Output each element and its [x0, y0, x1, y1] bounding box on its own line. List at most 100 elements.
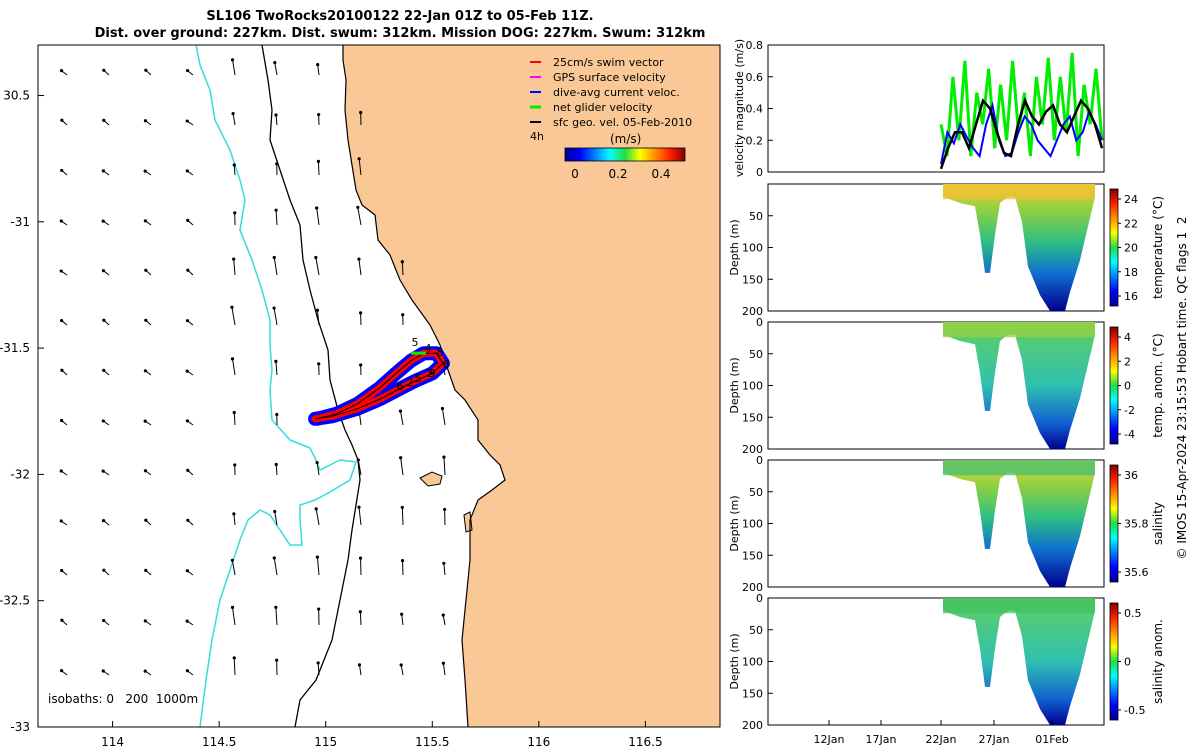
velocity-arrow	[316, 310, 320, 326]
velocity-arrow	[443, 563, 446, 576]
velocity-arrow-head	[143, 119, 148, 123]
isobaths-label: isobaths: 0 200 1000m	[48, 692, 198, 706]
velocity-arrow	[273, 257, 278, 276]
velocity-arrow	[442, 615, 446, 626]
velocity-arrow-head	[102, 318, 106, 322]
velocity-y-tick-label: 0.2	[746, 134, 764, 147]
velocity-arrow-head	[185, 68, 190, 73]
velocity-arrow-head	[144, 268, 148, 272]
velocity-arrow	[231, 560, 236, 576]
velocity-arrow	[357, 459, 362, 476]
velocity-arrow-head	[359, 110, 363, 115]
legend-gps-velocity: GPS surface velocity	[553, 71, 666, 84]
velocity-arrow-head	[274, 462, 278, 467]
section-colorbar	[1109, 326, 1119, 445]
velocity-arrow-head	[316, 62, 320, 67]
velocity-arrow-head	[357, 663, 362, 667]
map-x-tick-label: 114	[101, 735, 124, 749]
velocity-arrow-head	[357, 257, 361, 261]
map-y-axis: 30.5 -31 -31.5 -32 -32.5 -33	[0, 89, 44, 734]
velocity-arrow-head	[273, 509, 277, 514]
map-x-tick-label: 115	[314, 735, 337, 749]
depth-axis-label: Depth (m)	[728, 495, 741, 551]
velocity-arrow-head	[144, 568, 148, 572]
colorbar-tick-label: 36	[1124, 469, 1138, 482]
velocity-y-tick-label: 0.6	[746, 71, 764, 84]
velocity-arrow-head	[185, 669, 190, 673]
velocity-arrow	[275, 210, 278, 226]
velocity-arrow-head	[232, 257, 236, 261]
velocity-arrow-head	[230, 605, 235, 610]
velocity-arrow-head	[230, 305, 234, 309]
velocity-arrow-head	[102, 368, 106, 372]
colorbar-tick-label: 24	[1124, 193, 1138, 206]
depth-tick-label: 100	[742, 242, 763, 255]
velocity-arrow	[359, 611, 362, 626]
velocity-arrow	[401, 614, 404, 626]
isobath-1000m	[195, 45, 358, 727]
depth-axis-label: Depth (m)	[728, 357, 741, 413]
section-data-region	[943, 598, 1095, 725]
velocity-arrow-head	[440, 406, 445, 411]
velocity-arrow-head	[186, 218, 190, 222]
velocity-arrow-head	[143, 369, 147, 373]
velocity-arrow-head	[317, 607, 321, 611]
velocity-arrow-head	[59, 219, 63, 223]
colorbar-tick-label: 16	[1124, 290, 1138, 303]
section-surface-layer	[943, 322, 1095, 338]
velocity-arrow-head	[185, 569, 190, 573]
colorbar-tick-label: -2	[1124, 404, 1135, 417]
velocity-arrow	[274, 62, 278, 76]
velocity-arrow	[273, 557, 278, 576]
map-x-tick-label: 116.5	[628, 735, 662, 749]
velocity-arrow-head	[186, 268, 190, 272]
map-y-tick-label: -32.5	[0, 594, 30, 608]
velocity-arrow-head	[101, 169, 105, 173]
velocity-arrow-head	[317, 362, 321, 366]
track-time-label: 8	[437, 346, 444, 359]
velocity-arrow-head	[60, 618, 64, 622]
velocity-arrow-head	[359, 363, 363, 367]
colorbar-tick-label: 2	[1124, 355, 1131, 368]
colorbar-tick-label: 0.5	[1124, 607, 1142, 620]
track-time-label: 2	[427, 367, 434, 380]
velocity-arrow-head	[442, 561, 446, 565]
colorbar-label: salinity anom.	[1151, 619, 1165, 704]
velocity-y-tick-label: 0.8	[746, 39, 764, 52]
velocity-arrow-head	[185, 119, 189, 123]
section-data-region	[943, 460, 1095, 587]
velocity-arrow	[316, 462, 320, 476]
depth-tick-label: 50	[749, 486, 763, 499]
colorbar-tick-label: 22	[1124, 217, 1138, 230]
map-legend: 25cm/s swim vector GPS surface velocity …	[530, 56, 692, 181]
velocity-arrow	[357, 207, 362, 226]
velocity-arrow-head	[316, 661, 320, 665]
velocity-arrow-head	[441, 613, 445, 617]
velocity-arrow-head	[143, 619, 147, 623]
velocity-arrow-head	[143, 669, 147, 673]
velocity-arrow	[358, 158, 362, 176]
colorbar-units: (m/s)	[610, 132, 641, 146]
depth-tick-label: 200	[742, 719, 763, 732]
velocity-arrow-head	[232, 656, 236, 660]
dive-avg-current-line	[940, 101, 1103, 165]
velocity-arrow-head	[272, 306, 276, 310]
velocity-arrow-head	[275, 162, 279, 166]
velocity-arrow-head	[59, 669, 64, 673]
velocity-arrow	[441, 408, 446, 426]
velocity-arrow-head	[275, 658, 279, 662]
velocity-arrow-head	[101, 269, 106, 273]
velocity-arrow	[231, 358, 236, 376]
velocity-arrow-head	[60, 118, 64, 122]
velocity-arrow-head	[102, 568, 106, 572]
track-time-label: 2	[407, 376, 414, 389]
velocity-arrow-head	[357, 505, 361, 509]
velocity-arrow-head	[401, 313, 405, 317]
velocity-arrow-head	[185, 369, 189, 373]
velocity-arrow-head	[101, 469, 105, 473]
depth-tick-label: 150	[742, 687, 763, 700]
velocity-arrow-head	[59, 269, 63, 273]
section-colorbar	[1109, 188, 1119, 307]
